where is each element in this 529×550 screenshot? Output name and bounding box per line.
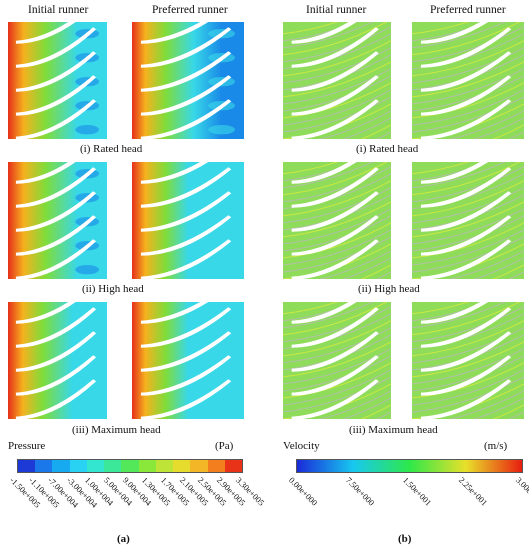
pressure-panel-preferred-high [132, 162, 244, 279]
velocity-tick-label: 2.25e+001 [457, 475, 490, 508]
velocity-panel-initial-high [283, 162, 391, 279]
velocity-tick-label: 7.50e+000 [343, 475, 377, 508]
pressure-colorbar-segment [155, 460, 174, 472]
pressure-panel-initial-rated [8, 22, 107, 139]
caption-max-left: (iii) Maximum head [72, 424, 161, 436]
pressure-colorbar-segment [190, 460, 208, 472]
velocity-legend-title: Velocity [283, 440, 320, 452]
velocity-legend-unit: (m/s) [484, 440, 508, 452]
pressure-colorbar-segment [121, 460, 139, 472]
velocity-panel-preferred-rated [412, 22, 524, 139]
caption-rated-right: (i) Rated head [356, 143, 419, 155]
caption-max-right: (iii) Maximum head [349, 424, 438, 436]
pressure-legend-title: Pressure [8, 440, 46, 452]
pressure-panel-initial-high [8, 162, 107, 279]
pressure-panel-initial-max [8, 302, 107, 419]
pressure-colorbar-segment [69, 460, 87, 472]
pressure-colorbar-segment [224, 460, 243, 472]
pressure-panel-preferred-max [132, 302, 244, 419]
pressure-colorbar [17, 459, 243, 473]
pressure-colorbar-segment [104, 460, 122, 472]
column-header-right-preferred: Preferred runner [430, 4, 506, 16]
pressure-panel-preferred-rated [132, 22, 244, 139]
pressure-colorbar-segment [173, 460, 191, 472]
velocity-tick-label: 3.00e+001 [513, 475, 529, 508]
pressure-colorbar-segment [18, 460, 36, 472]
velocity-tick-label: 1.50e+001 [400, 475, 434, 508]
pressure-colorbar-segment [207, 460, 225, 472]
column-header-right-initial: Initial runner [306, 4, 367, 16]
velocity-panel-preferred-max [412, 302, 524, 419]
pressure-colorbar-segment [52, 460, 70, 472]
caption-rated-left: (i) Rated head [80, 143, 143, 155]
caption-high-right: (ii) High head [358, 283, 420, 295]
subfigure-label-b: (b) [398, 533, 412, 545]
pressure-legend-unit: (Pa) [215, 440, 234, 452]
velocity-panel-initial-rated [283, 22, 391, 139]
velocity-tick-label: 0.00e+000 [286, 475, 320, 508]
pressure-colorbar-segment [138, 460, 156, 472]
column-header-left-preferred: Preferred runner [152, 4, 228, 16]
velocity-panel-initial-max [283, 302, 391, 419]
column-header-left-initial: Initial runner [28, 4, 89, 16]
subfigure-label-a: (a) [117, 533, 130, 545]
pressure-colorbar-segment [35, 460, 53, 472]
pressure-colorbar-segment [86, 460, 105, 472]
caption-high-left: (ii) High head [82, 283, 144, 295]
velocity-colorbar [296, 459, 523, 473]
velocity-panel-preferred-high [412, 162, 524, 279]
